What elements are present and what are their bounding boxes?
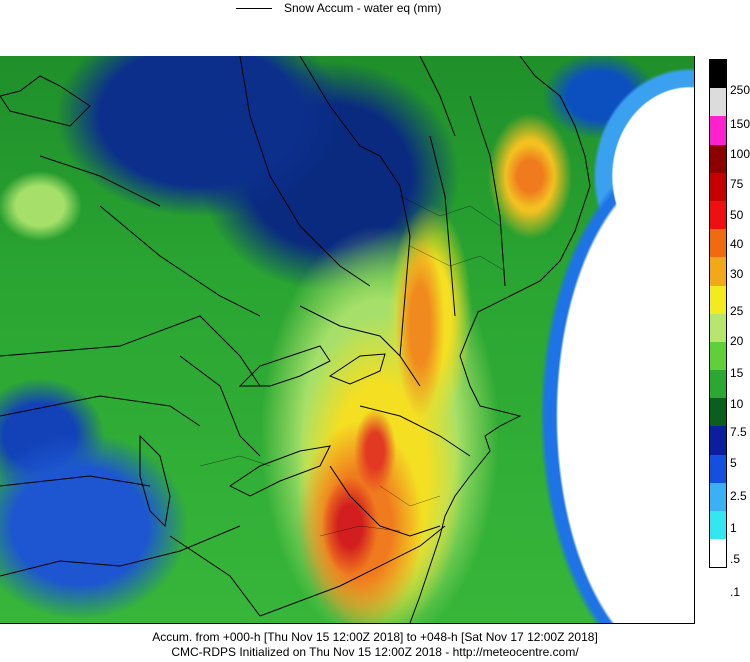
snow-field [0,56,694,623]
state-line [0,525,241,577]
county-line [199,455,271,467]
cb-box [710,88,726,117]
cb-box [710,60,726,89]
colorbar-label: 1 [730,521,737,535]
county-line [399,195,501,227]
state-line [0,395,201,427]
cb-box [710,116,726,145]
lake-erie [229,445,331,497]
cb-box [710,539,726,568]
state-line [299,56,381,157]
state-line [39,155,161,207]
cb-box [710,285,726,314]
legend-label: Snow Accum - water eq (mm) [284,1,442,15]
state-line [429,135,456,317]
cb-box [710,398,726,427]
lake-ontario [328,353,386,385]
snow-accumulation-map [0,56,695,624]
state-line [469,95,506,287]
state-line [239,56,371,287]
state-line [169,535,261,617]
colorbar-label: 10 [730,397,744,411]
colorbar-label: 50 [730,208,744,222]
colorbar-label: 150 [730,117,750,131]
cb-box [710,200,726,230]
map-boundaries [0,56,591,623]
lake-michigan [139,434,171,528]
cb-box [710,370,726,399]
cb-box [710,482,726,511]
lake-huron [238,345,331,387]
colorbar-label: .1 [730,585,741,599]
cb-box [710,172,726,201]
colorbar-label: 100 [730,147,750,161]
county-line [319,525,401,537]
colorbar-label: 30 [730,267,744,281]
state-line [299,305,421,387]
footer-line-1: Accum. from +000-h [Thu Nov 15 12:00Z 20… [152,630,598,644]
state-line [0,475,151,487]
coastline [409,56,591,623]
colorbar-label: 40 [730,237,744,251]
colorbar-label: 7.5 [730,425,747,439]
cb-box [710,511,726,540]
state-line [0,315,261,387]
cb-box [710,454,726,483]
state-line [259,525,446,617]
county-line [409,245,506,272]
state-line [99,205,261,317]
colorbar-label: 2.5 [730,489,747,503]
footer-line-2: CMC-RDPS Initialized on Thu Nov 15 12:00… [171,645,579,659]
colorbar-label: 75 [730,177,744,191]
state-line [179,355,261,457]
cb-box [710,313,726,342]
cb-box [710,426,726,455]
cb-box [710,341,726,371]
lake-superior [0,75,91,127]
colorbar-label: 25 [730,304,744,318]
state-line [379,155,411,357]
cb-box [710,144,726,173]
colorbar-label: 20 [730,334,744,348]
state-line [329,465,441,537]
cb-box [710,229,726,258]
state-line [359,405,471,457]
legend-top: Snow Accum - water eq (mm) [236,0,441,16]
colorbar-label: 5 [730,456,737,470]
legend-line [236,7,272,9]
cb-box [710,257,726,286]
colorbar [709,59,727,569]
county-line [379,485,441,507]
colorbar-label: .5 [730,552,741,566]
colorbar-label: 250 [730,83,750,97]
colorbar-label: 15 [730,366,744,380]
state-line [419,56,456,137]
